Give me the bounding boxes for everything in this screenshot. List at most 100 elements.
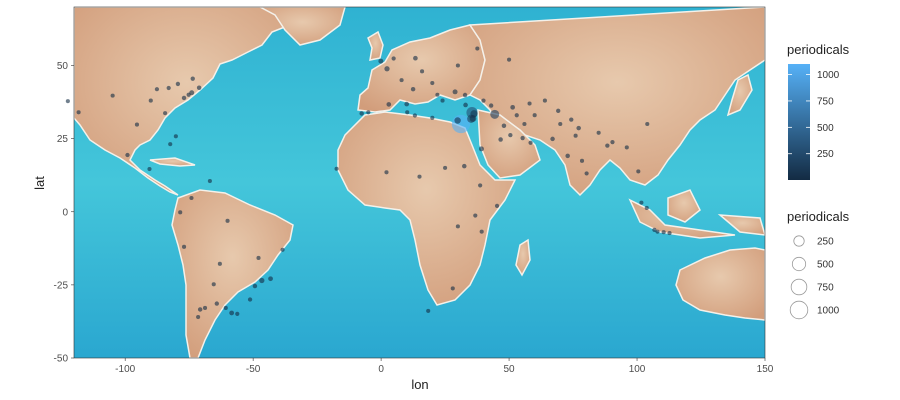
data-point bbox=[223, 305, 228, 311]
data-point bbox=[386, 102, 392, 107]
data-point bbox=[507, 57, 512, 62]
data-point bbox=[479, 229, 484, 234]
data-point bbox=[154, 87, 160, 92]
data-point bbox=[573, 133, 578, 138]
x-tick-label: 100 bbox=[629, 364, 646, 375]
data-point bbox=[455, 224, 460, 229]
color-legend-title: periodicals bbox=[787, 42, 850, 57]
data-point bbox=[455, 63, 460, 68]
data-point bbox=[454, 117, 461, 124]
data-point bbox=[636, 169, 641, 174]
data-point bbox=[366, 110, 371, 115]
data-point bbox=[520, 135, 525, 141]
data-point bbox=[211, 282, 216, 287]
color-legend: periodicals 250 500 750 1000 bbox=[787, 42, 850, 180]
colorbar-label: 500 bbox=[817, 123, 834, 134]
data-point bbox=[125, 152, 130, 158]
data-point bbox=[644, 205, 649, 211]
australia bbox=[675, 247, 765, 321]
data-point bbox=[478, 183, 483, 188]
size-legend-label: 250 bbox=[817, 237, 834, 248]
data-point bbox=[558, 121, 563, 127]
data-point bbox=[430, 80, 435, 86]
data-point bbox=[186, 92, 191, 97]
asia bbox=[468, 7, 765, 197]
data-point bbox=[498, 137, 503, 142]
data-point bbox=[404, 101, 410, 107]
data-point bbox=[280, 247, 285, 252]
data-point bbox=[196, 85, 202, 90]
x-axis: -100 -50 0 50 100 150 bbox=[115, 358, 774, 375]
data-point bbox=[426, 308, 431, 313]
x-tick-label: -100 bbox=[115, 364, 135, 375]
panel-border bbox=[73, 6, 766, 359]
x-axis-title: lon bbox=[411, 377, 428, 392]
data-point bbox=[359, 111, 364, 116]
data-point bbox=[478, 146, 484, 152]
data-point bbox=[624, 145, 629, 150]
data-point bbox=[384, 170, 389, 175]
data-point bbox=[334, 166, 339, 171]
data-point bbox=[181, 244, 187, 249]
data-points bbox=[65, 46, 672, 320]
data-point bbox=[173, 134, 178, 139]
x-tick-label: 0 bbox=[378, 364, 384, 375]
data-point bbox=[596, 130, 601, 135]
data-point bbox=[462, 92, 468, 98]
colorbar-label: 1000 bbox=[817, 70, 840, 81]
data-point bbox=[259, 277, 265, 284]
data-point bbox=[225, 218, 230, 223]
indonesia bbox=[628, 198, 736, 239]
colorbar-label: 750 bbox=[817, 96, 834, 107]
data-point bbox=[430, 115, 435, 120]
data-point bbox=[556, 108, 561, 113]
data-point bbox=[576, 125, 581, 131]
data-point bbox=[532, 113, 537, 118]
x-tick-label: 50 bbox=[504, 364, 516, 375]
data-point bbox=[469, 115, 477, 122]
south-america bbox=[171, 189, 294, 358]
data-point bbox=[256, 255, 261, 261]
data-point bbox=[405, 110, 410, 115]
north-america bbox=[74, 7, 301, 196]
data-point bbox=[65, 99, 70, 104]
africa bbox=[337, 111, 517, 306]
data-point bbox=[450, 286, 455, 291]
data-point bbox=[522, 121, 527, 127]
data-point bbox=[413, 55, 418, 61]
size-legend-key bbox=[793, 235, 805, 247]
data-point bbox=[610, 140, 615, 145]
data-point bbox=[147, 166, 152, 172]
data-point bbox=[508, 132, 513, 138]
data-point bbox=[490, 109, 500, 119]
data-point bbox=[473, 213, 478, 218]
size-legend-title: periodicals bbox=[787, 209, 850, 224]
y-tick-label: 50 bbox=[57, 61, 69, 72]
data-point bbox=[166, 85, 171, 91]
colorbar bbox=[788, 64, 810, 180]
data-point bbox=[655, 229, 660, 234]
data-point bbox=[639, 200, 644, 205]
data-point bbox=[463, 102, 468, 108]
y-tick-label: -50 bbox=[54, 354, 69, 365]
data-point bbox=[178, 210, 183, 215]
data-point bbox=[110, 93, 115, 98]
data-point bbox=[148, 98, 153, 103]
y-axis-title: lat bbox=[32, 176, 47, 190]
data-point bbox=[605, 143, 610, 148]
data-point bbox=[163, 111, 168, 116]
data-point bbox=[214, 301, 219, 306]
size-legend-label: 500 bbox=[817, 260, 834, 271]
data-point bbox=[384, 66, 390, 72]
data-point bbox=[542, 98, 547, 103]
data-point bbox=[579, 158, 585, 163]
size-legend-key bbox=[791, 256, 807, 272]
data-point bbox=[247, 297, 253, 302]
data-point bbox=[550, 136, 555, 142]
greenland bbox=[259, 7, 346, 46]
data-point bbox=[667, 231, 672, 236]
data-point bbox=[510, 105, 515, 110]
data-point bbox=[217, 261, 222, 266]
data-point bbox=[181, 95, 187, 101]
